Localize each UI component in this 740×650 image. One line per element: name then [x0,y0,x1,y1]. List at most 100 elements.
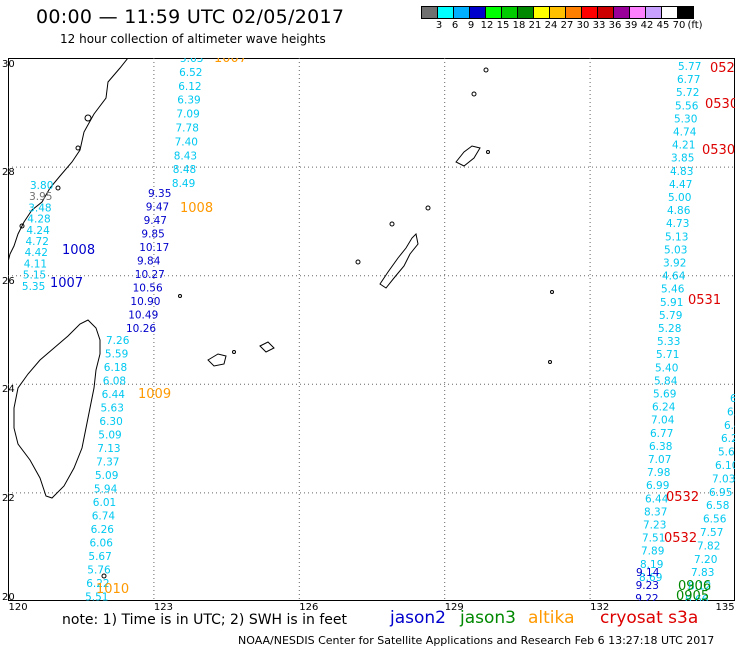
swh-value: 9.47 [146,202,169,214]
swh-value: 6.05 [727,406,735,418]
swh-value: 6.44 [645,493,669,505]
colorbar-label: 39 [624,20,638,31]
ishigaki-island [207,353,227,367]
pass-time-label: 1008 [62,243,95,258]
swh-value: 6.77 [677,74,700,86]
swh-value: 5.33 [657,336,680,348]
island [486,150,490,154]
swh-value: 10.27 [135,269,165,281]
swh-value: 5.59 [105,349,128,361]
island [101,573,107,579]
swh-value: 7.83 [691,567,714,579]
swh-value: 3.92 [663,258,686,270]
swh-value: 9.22 [635,593,658,601]
swh-value: 5.40 [655,362,678,374]
colorbar-swatch [581,6,598,19]
colorbar-label: 18 [512,20,526,31]
swh-value: 8.19 [640,559,663,571]
colorbar-label: 36 [608,20,622,31]
swh-value: 5.63 [101,403,124,415]
swh-value: 6.30 [99,416,122,428]
lat-lon-grid [8,58,735,601]
legend-note: note: 1) Time is in UTC; 2) SWH is in fe… [62,612,348,628]
swh-value: 5.69 [653,389,676,401]
island [483,67,489,73]
swh-value: 5.03 [664,244,687,256]
swh-value: 5.67 [88,551,111,563]
swh-value: 7.37 [96,457,119,469]
pass-time-label: 0905 [676,589,709,601]
colorbar-swatch [549,6,566,19]
island [84,114,92,122]
island [548,360,552,364]
swh-value: 5.91 [660,297,683,309]
swh-value: 5.77 [678,61,701,73]
swh-value: 6.41 [724,420,735,432]
swh-value: 5.28 [658,323,681,335]
colorbar-swatch [533,6,550,19]
island [75,145,81,151]
swh-value: 5.30 [674,113,697,125]
swh-value: 3.85 [671,153,694,165]
wave-height-colorbar [421,6,694,19]
swh-value: 6.56 [703,514,727,526]
swh-value: 6.58 [706,500,729,512]
colorbar-swatch [453,6,470,19]
island [471,91,477,97]
satellite-legend-item: jason2 [390,608,446,628]
swh-value: 3.48 [28,202,51,214]
colorbar-swatch [485,6,502,19]
colorbar-swatch [645,6,662,19]
swh-value: 7.89 [641,546,664,558]
island [355,259,361,265]
swh-value: 10.17 [139,242,169,254]
swh-value: 7.40 [175,136,198,148]
swh-value: 4.21 [672,140,695,152]
pass-time-label: 0532 [664,531,697,546]
colorbar-label: 3 [435,20,443,31]
colorbar-swatch [565,6,582,19]
colorbar-swatch [613,6,630,19]
swh-value: 5.67 [718,447,735,459]
longitude-label: 123 [153,602,173,613]
swh-value: 6.01 [93,497,116,509]
swh-value: 7.57 [700,527,723,539]
colorbar-labels: 3 6 9 12 15 18 21 24 27 30 33 36 39 42 45 70 (ft) [421,20,740,34]
colorbar-swatch [469,6,486,19]
swh-value: 5.00 [668,192,691,204]
pass-time-label: 0530 [705,97,735,112]
swh-value: 9.35 [148,188,171,200]
swh-value: 5.13 [665,231,688,243]
swh-value: 7.51 [642,533,665,545]
swh-value: 4.42 [25,247,48,259]
colorbar-label: 27 [560,20,574,31]
pass-time-label: 0531 [688,293,721,308]
island [19,223,25,229]
swh-value: 4.28 [27,214,50,226]
swh-value: 10.56 [133,283,163,295]
colorbar-label: 9 [467,20,475,31]
pass-time-label: 0530 [702,143,735,158]
satellite-legend-item: altika [528,608,575,628]
pass-time-label: 0532 [666,490,699,505]
island [389,221,395,227]
pass-time-labels: 1007 1008 1008 1007 1009 1010 0529 0530 0530 0531… [50,51,740,604]
swh-tracks: 5.63 6.52 6.12 6.39 7.09 7.787.40 8.43 8.48 8.49… [22,53,740,633]
swh-value: 7.20 [694,554,717,566]
colorbar-swatch [677,6,694,19]
swh-value: 9.47 [144,215,167,227]
swh-value: 4.74 [673,127,697,139]
longitude-label: 129 [444,602,464,613]
pass-time-label: 1010 [96,582,129,597]
okinawa-island [379,232,419,289]
swh-value: 4.64 [662,271,686,283]
colorbar-label: 42 [640,20,654,31]
colorbar-swatch [661,6,678,19]
swh-value: 6.74 [92,511,116,523]
taiwan-coastline [13,319,101,499]
island [232,350,236,354]
colorbar-swatch [437,6,454,19]
pass-time-label: 1008 [180,201,213,216]
swh-value: 9.85 [141,229,164,241]
swh-value: 5.79 [659,310,682,322]
